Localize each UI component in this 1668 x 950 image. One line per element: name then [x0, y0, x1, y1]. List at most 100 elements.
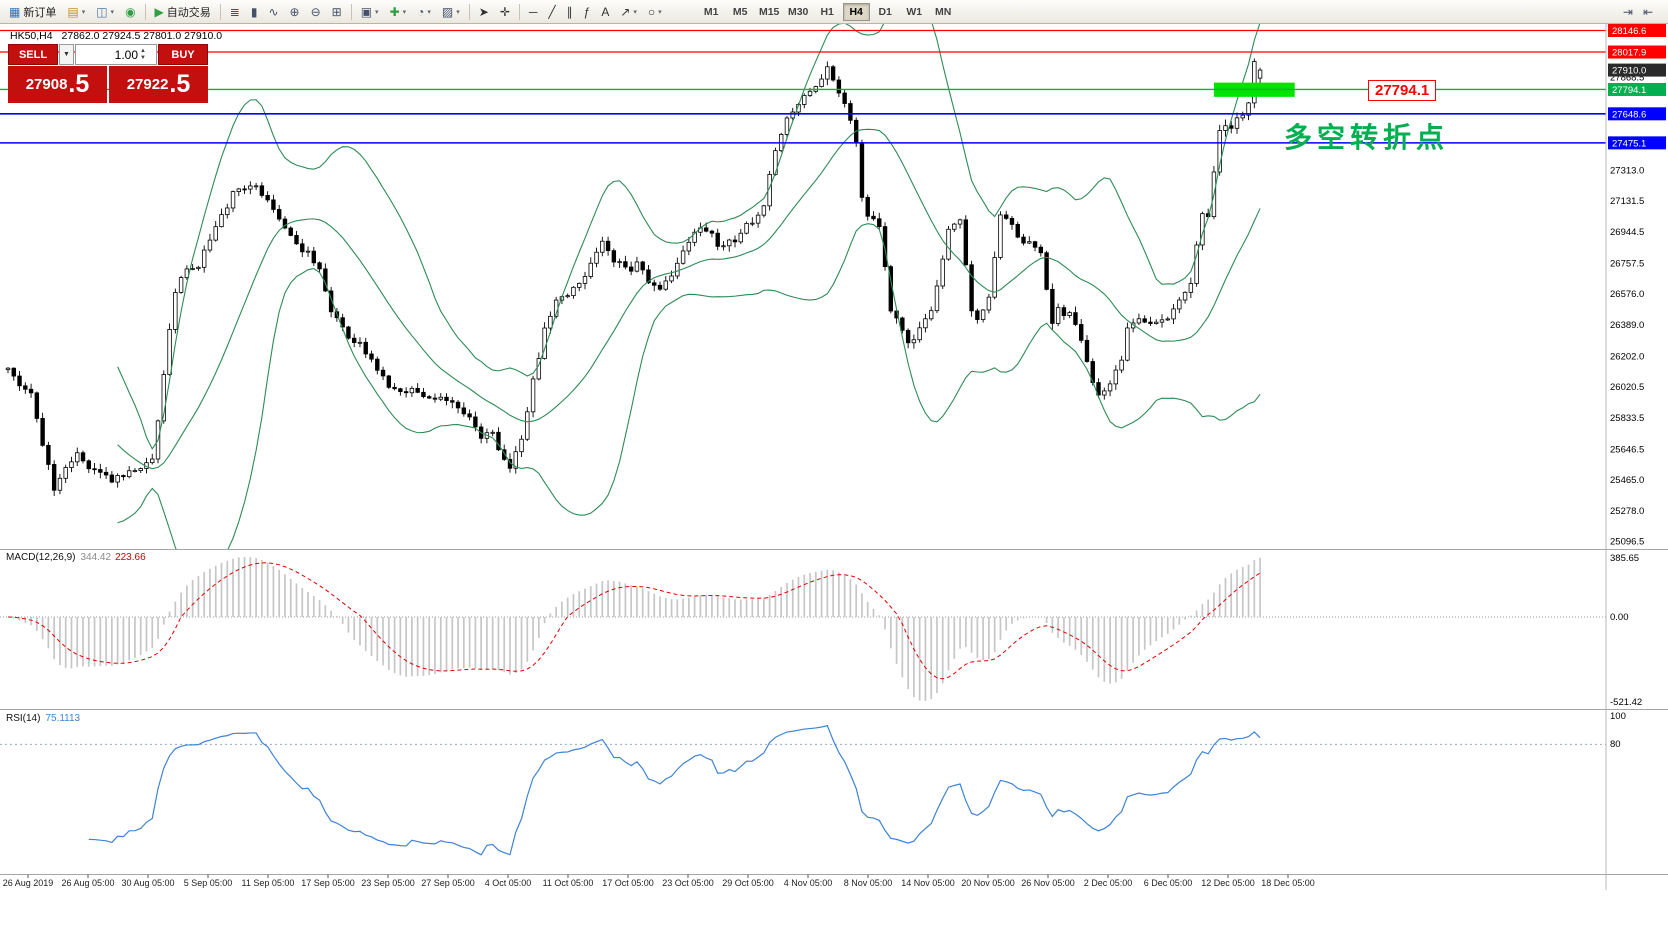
dropdown-caret-icon: ▾ — [658, 8, 662, 16]
svg-text:25646.5: 25646.5 — [1610, 444, 1644, 455]
volume-preset-dropdown[interactable]: ▼ — [59, 44, 74, 65]
trendline-icon: ╱ — [548, 4, 556, 19]
svg-text:27 Sep 05:00: 27 Sep 05:00 — [421, 878, 475, 888]
buy-price-main: 27922 — [126, 76, 169, 93]
chart-canvas[interactable]: 27868.5 27313.0 27131.5 26944.5 26757.5 26576… — [0, 24, 1668, 950]
sell-price-main: 27908 — [25, 76, 68, 93]
timeframe-d1-button[interactable]: D1 — [872, 3, 899, 21]
svg-text:100: 100 — [1610, 711, 1626, 722]
new-chart-button[interactable]: ▤ ▾ — [62, 2, 90, 22]
svg-text:27131.5: 27131.5 — [1610, 196, 1644, 207]
rsi-name: RSI(14) — [6, 713, 41, 724]
shapes-button[interactable]: ○ ▾ — [643, 2, 667, 22]
svg-text:27475.1: 27475.1 — [1612, 138, 1646, 149]
scroll-to-end-button[interactable]: ⇥ — [1618, 2, 1638, 22]
toolbar-separator — [219, 3, 221, 20]
candlestick-chart-button[interactable]: ▮ — [246, 2, 263, 22]
zoom-out-icon: ⊖ — [310, 4, 321, 19]
data-window-icon: ◉ — [125, 4, 136, 19]
rsi-indicator — [0, 724, 1606, 856]
svg-text:-521.42: -521.42 — [1610, 697, 1642, 708]
symbol-timeframe-label: HK50,H4 — [10, 30, 53, 42]
periods-button[interactable]: ◔ ▾ — [412, 2, 436, 22]
svg-text:28017.9: 28017.9 — [1612, 48, 1646, 59]
turning-point-annotation: 多空转折点 — [1284, 122, 1450, 153]
macd-value-main: 344.42 — [80, 552, 112, 563]
fibonacci-button[interactable]: ƒ — [579, 2, 596, 22]
timeframe-m5-button[interactable]: M5 — [727, 3, 754, 21]
timeframe-w1-button[interactable]: W1 — [901, 3, 928, 21]
bollinger-bands — [117, 24, 1261, 549]
timeframe-mn-button[interactable]: MN — [930, 3, 957, 21]
bar-chart-icon: ≣ — [229, 4, 240, 19]
svg-text:17 Oct 05:00: 17 Oct 05:00 — [602, 878, 654, 888]
crosshair-button[interactable]: ✛ — [495, 2, 515, 22]
indicators-button[interactable]: ✚ ▾ — [385, 2, 412, 22]
rsi-label: RSI(14) 75.1113 — [6, 713, 80, 724]
sell-price[interactable]: 27908 .5 — [8, 66, 107, 103]
bar-chart-button[interactable]: ≣ — [225, 2, 245, 22]
buy-button[interactable]: BUY — [158, 44, 208, 65]
chart-title: HK50,H4 27862.0 27924.5 27801.0 27910.0 — [10, 30, 222, 42]
timeframe-m30-button[interactable]: M30 — [785, 3, 812, 21]
svg-text:30 Aug 05:00: 30 Aug 05:00 — [121, 878, 174, 888]
svg-text:11 Oct 05:00: 11 Oct 05:00 — [543, 878, 594, 888]
cursor-button[interactable]: ➤ — [474, 2, 494, 22]
timeframe-h1-button[interactable]: H1 — [814, 3, 841, 21]
templates-icon: ▨ — [441, 4, 454, 19]
svg-text:6 Dec 05:00: 6 Dec 05:00 — [1144, 878, 1193, 888]
cursor-icon: ➤ — [478, 4, 489, 19]
timeframe-m1-button[interactable]: M1 — [698, 3, 725, 21]
dropdown-caret-icon: ▾ — [375, 8, 379, 16]
macd-name: MACD(12,26,9) — [6, 552, 76, 563]
crosshair-icon: ✛ — [499, 4, 510, 19]
svg-text:27313.0: 27313.0 — [1610, 166, 1644, 177]
svg-text:8 Nov 05:00: 8 Nov 05:00 — [844, 878, 893, 888]
horizontal-line-objects[interactable] — [0, 29, 1606, 144]
indicators-icon: ✚ — [389, 4, 400, 19]
new-order-button[interactable]: ▦ 新订单 — [4, 2, 61, 22]
new-chart-icon: ▤ — [67, 4, 79, 19]
zoom-out-button[interactable]: ⊖ — [306, 2, 326, 22]
arrow-tool-icon: ↗ — [620, 4, 631, 19]
arrange-charts-button[interactable]: ▣ ▾ — [356, 2, 384, 22]
arrows-button[interactable]: ↗ ▾ — [615, 2, 642, 22]
horizontal-line-button[interactable]: ─ — [524, 2, 543, 22]
timeframe-h4-button[interactable]: H4 — [842, 2, 870, 21]
shapes-icon: ○ — [647, 4, 656, 19]
toolbar: ▦ 新订单 ▤ ▾ ◫ ▾ ◉ ▶ 自动交易 ≣ ▮ ∿ ⊕ ⊖ ⊞ ▣ ▾ ✚ ▾ ◔ ▾ ▨ ▾ ➤ ✛ ─ ╱ ∥ ƒ A ↗ ▾ ○ ▾ M… — [0, 0, 1668, 24]
svg-text:25096.5: 25096.5 — [1610, 536, 1644, 547]
toolbar-right-group: ⇥ ⇤ — [1618, 2, 1658, 22]
text-tool-button[interactable]: A — [596, 2, 614, 22]
svg-text:25833.5: 25833.5 — [1610, 413, 1644, 424]
profiles-icon: ◫ — [96, 4, 108, 19]
autotrading-button[interactable]: ▶ 自动交易 — [150, 2, 216, 22]
svg-text:26389.0: 26389.0 — [1610, 320, 1644, 331]
chart-profiles-button[interactable]: ◫ ▾ — [91, 2, 119, 22]
svg-text:2 Dec 05:00: 2 Dec 05:00 — [1084, 878, 1133, 888]
svg-text:28146.6: 28146.6 — [1612, 26, 1646, 37]
svg-text:20 Nov 05:00: 20 Nov 05:00 — [961, 878, 1015, 888]
templates-button[interactable]: ▨ ▾ — [437, 2, 465, 22]
timeframe-m15-button[interactable]: M15 — [756, 3, 783, 21]
zoom-in-button[interactable]: ⊕ — [285, 2, 305, 22]
svg-text:12 Dec 05:00: 12 Dec 05:00 — [1201, 878, 1255, 888]
volume-input[interactable] — [76, 45, 140, 64]
tile-windows-icon: ⊞ — [331, 4, 342, 19]
buy-price-frac: .5 — [169, 70, 191, 98]
time-axis[interactable]: 26 Aug 2019 26 Aug 05:00 30 Aug 05:00 5 Sep… — [3, 874, 1315, 889]
sell-button[interactable]: SELL — [8, 44, 58, 65]
tile-windows-button[interactable]: ⊞ — [327, 2, 347, 22]
volume-down-icon[interactable]: ▼ — [140, 54, 146, 61]
svg-text:26020.5: 26020.5 — [1610, 382, 1644, 393]
volume-up-icon[interactable]: ▲ — [140, 47, 146, 54]
chart-shift-button[interactable]: ⇤ — [1638, 2, 1658, 22]
trendline-button[interactable]: ╱ — [543, 2, 560, 22]
dropdown-caret-icon: ▾ — [633, 8, 637, 16]
channel-button[interactable]: ∥ — [562, 2, 578, 22]
buy-price[interactable]: 27922 .5 — [109, 66, 208, 103]
arrange-icon: ▣ — [360, 4, 373, 19]
data-window-button[interactable]: ◉ — [120, 2, 140, 22]
chart-shift-icon: ⇤ — [1642, 4, 1653, 19]
line-chart-button[interactable]: ∿ — [263, 2, 283, 22]
